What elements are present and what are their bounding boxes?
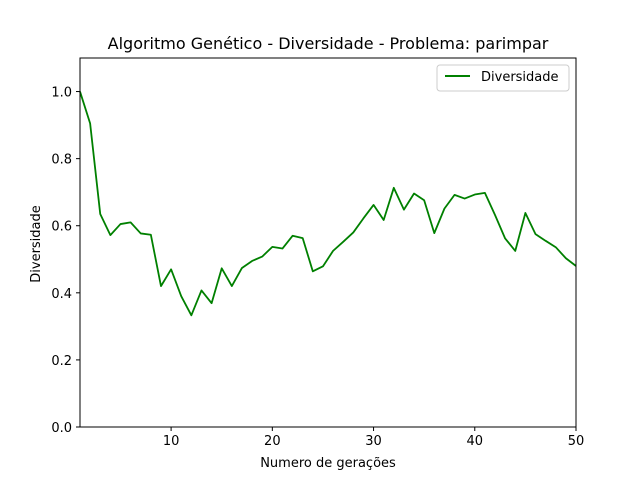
- series-line-0: [79, 91, 577, 317]
- legend-label: Diversidade: [481, 70, 559, 85]
- y-tick-label: 0.0: [51, 421, 72, 436]
- x-tick-label: 40: [467, 434, 484, 449]
- y-tick-label: 0.6: [51, 220, 72, 235]
- legend: Diversidade: [436, 64, 570, 92]
- x-axis-label: Numero de gerações: [260, 456, 396, 471]
- x-tick-label: 20: [264, 434, 281, 449]
- x-tick-label: 50: [568, 434, 585, 449]
- y-tick-label: 0.2: [51, 354, 72, 369]
- y-tick-label: 1.0: [51, 86, 72, 101]
- y-tick-label: 0.8: [51, 153, 72, 168]
- x-tick-label: 10: [163, 434, 180, 449]
- plot-frame: [79, 57, 577, 428]
- x-tick-label: 30: [365, 434, 382, 449]
- plot-area: 10 20 30 40 50 0.0 0.2 0.4 0.6 0.8 1.0: [51, 57, 585, 449]
- y-tick-label: 0.4: [51, 287, 72, 302]
- y-axis-label: Diversidade: [29, 205, 44, 283]
- chart-title: Algoritmo Genético - Diversidade - Probl…: [108, 34, 549, 53]
- legend-box: [436, 64, 570, 92]
